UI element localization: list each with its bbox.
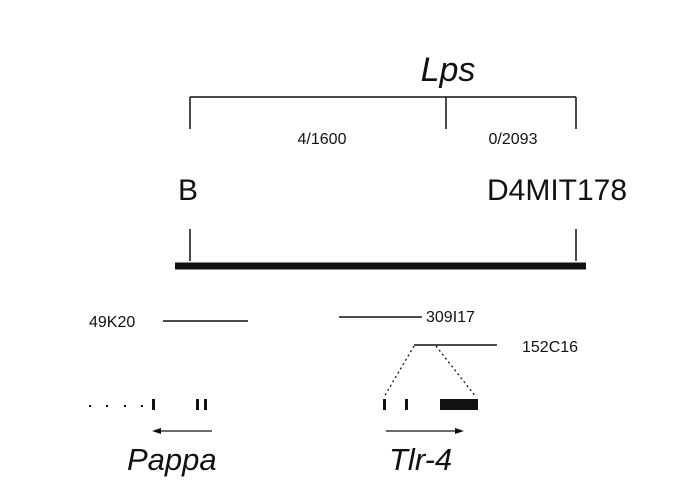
clone-label-49k20: 49K20 — [89, 314, 135, 331]
locus-label: Lps — [421, 51, 476, 89]
zoom-guide-right — [435, 345, 477, 398]
pappa-exon-3 — [204, 399, 207, 410]
pappa-dot-4 — [141, 405, 143, 407]
pappa-arrow-head — [152, 428, 161, 434]
marker-left: B — [178, 174, 198, 207]
pappa-dot-1 — [89, 405, 91, 407]
pappa-gene-structure — [89, 399, 207, 410]
recombinant-ratio-right: 0/2093 — [489, 131, 538, 148]
tlr4-exon-1 — [383, 399, 386, 410]
pappa-exon-2 — [196, 399, 199, 410]
pappa-dot-3 — [124, 405, 126, 407]
recombinant-ratio-left: 4/1600 — [298, 131, 347, 148]
zoom-guides — [383, 345, 477, 398]
tlr4-gene-structure — [383, 399, 478, 410]
clone-label-309i17: 309I17 — [426, 309, 475, 326]
zoom-guide-left — [383, 345, 415, 398]
tlr4-arrow-head — [455, 428, 464, 434]
tlr4-exon-3 — [440, 399, 478, 410]
clone-label-152c16: 152C16 — [522, 339, 578, 356]
tlr4-direction-arrow — [386, 428, 464, 434]
marker-right: D4MIT178 — [487, 174, 627, 207]
pappa-dot-2 — [106, 405, 108, 407]
pappa-exon-1 — [152, 399, 155, 410]
gene-label-pappa: Pappa — [127, 442, 217, 477]
gene-label-tlr4: Tlr-4 — [389, 442, 452, 477]
locus-bracket — [189, 96, 577, 129]
pappa-direction-arrow — [152, 428, 212, 434]
tlr4-exon-2 — [405, 399, 408, 410]
physical-map-bracket — [175, 229, 586, 270]
